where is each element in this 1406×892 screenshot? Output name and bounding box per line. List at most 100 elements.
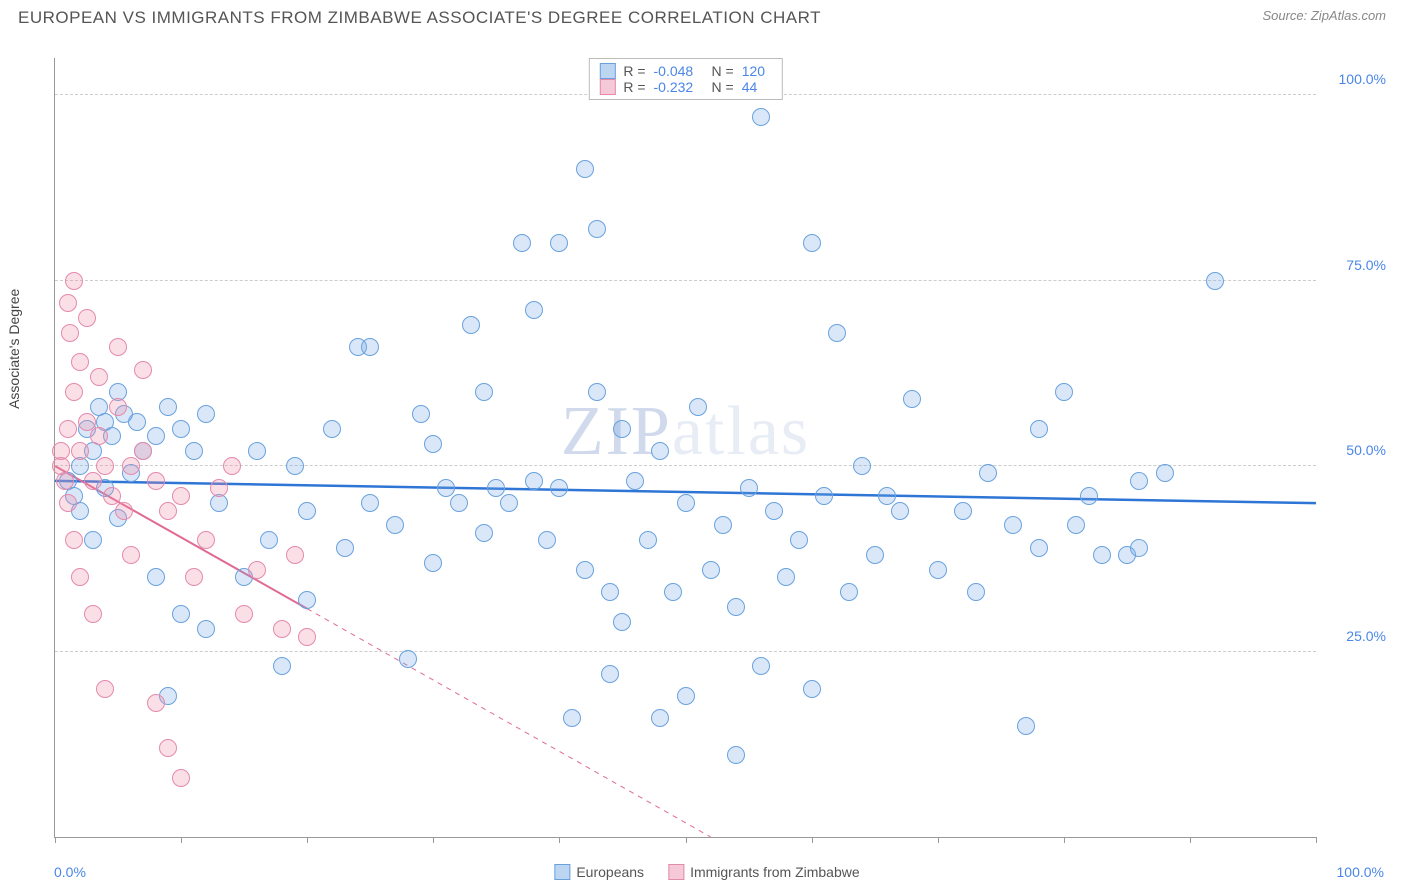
data-point	[967, 583, 985, 601]
correlation-row: R =-0.048N =120	[599, 63, 771, 79]
data-point	[185, 442, 203, 460]
data-point	[525, 301, 543, 319]
data-point	[727, 598, 745, 616]
data-point	[866, 546, 884, 564]
legend-swatch	[554, 864, 570, 880]
x-tick	[938, 837, 939, 843]
legend-label: Europeans	[576, 864, 644, 880]
data-point	[626, 472, 644, 490]
y-tick-label: 75.0%	[1346, 257, 1386, 273]
data-point	[159, 739, 177, 757]
data-point	[84, 605, 102, 623]
data-point	[929, 561, 947, 579]
data-point	[979, 464, 997, 482]
x-axis-max-label: 100.0%	[1337, 864, 1384, 880]
data-point	[475, 524, 493, 542]
data-point	[513, 234, 531, 252]
data-point	[777, 568, 795, 586]
data-point	[65, 383, 83, 401]
x-tick	[307, 837, 308, 843]
data-point	[651, 442, 669, 460]
x-tick	[55, 837, 56, 843]
data-point	[500, 494, 518, 512]
data-point	[1130, 539, 1148, 557]
y-tick-label: 100.0%	[1339, 71, 1386, 87]
data-point	[273, 657, 291, 675]
data-point	[601, 665, 619, 683]
data-point	[840, 583, 858, 601]
data-point	[399, 650, 417, 668]
data-point	[273, 620, 291, 638]
plot-area: ZIPatlas R =-0.048N =120R =-0.232N =44 2…	[54, 58, 1316, 838]
data-point	[677, 494, 695, 512]
data-point	[903, 390, 921, 408]
data-point	[815, 487, 833, 505]
legend-item: Europeans	[554, 864, 644, 880]
data-point	[61, 324, 79, 342]
data-point	[71, 568, 89, 586]
data-point	[56, 472, 74, 490]
data-point	[59, 494, 77, 512]
data-point	[286, 546, 304, 564]
data-point	[803, 234, 821, 252]
data-point	[538, 531, 556, 549]
data-point	[128, 413, 146, 431]
data-point	[563, 709, 581, 727]
data-point	[298, 591, 316, 609]
data-point	[475, 383, 493, 401]
data-point	[1156, 464, 1174, 482]
data-point	[122, 457, 140, 475]
data-point	[96, 680, 114, 698]
r-value: -0.232	[654, 79, 704, 95]
data-point	[689, 398, 707, 416]
data-point	[550, 479, 568, 497]
data-point	[197, 405, 215, 423]
data-point	[1055, 383, 1073, 401]
data-point	[109, 338, 127, 356]
data-point	[248, 561, 266, 579]
data-point	[1004, 516, 1022, 534]
data-point	[172, 769, 190, 787]
data-point	[412, 405, 430, 423]
data-point	[765, 502, 783, 520]
data-point	[1030, 539, 1048, 557]
data-point	[664, 583, 682, 601]
data-point	[109, 398, 127, 416]
legend-item: Immigrants from Zimbabwe	[668, 864, 860, 880]
data-point	[714, 516, 732, 534]
gridline	[55, 465, 1316, 466]
data-point	[134, 442, 152, 460]
data-point	[954, 502, 972, 520]
data-point	[1030, 420, 1048, 438]
data-point	[613, 613, 631, 631]
x-tick	[686, 837, 687, 843]
data-point	[1093, 546, 1111, 564]
data-point	[677, 687, 695, 705]
data-point	[601, 583, 619, 601]
x-tick	[181, 837, 182, 843]
data-point	[197, 531, 215, 549]
data-point	[90, 427, 108, 445]
source-credit: Source: ZipAtlas.com	[1262, 8, 1386, 23]
data-point	[1206, 272, 1224, 290]
data-point	[248, 442, 266, 460]
data-point	[286, 457, 304, 475]
data-point	[487, 479, 505, 497]
x-tick	[1316, 837, 1317, 843]
data-point	[790, 531, 808, 549]
data-point	[588, 220, 606, 238]
data-point	[1080, 487, 1098, 505]
data-point	[424, 554, 442, 572]
data-point	[576, 561, 594, 579]
n-label: N =	[712, 79, 734, 95]
data-point	[298, 502, 316, 520]
data-point	[122, 546, 140, 564]
correlation-legend: R =-0.048N =120R =-0.232N =44	[588, 58, 782, 100]
data-point	[424, 435, 442, 453]
data-point	[59, 294, 77, 312]
data-point	[878, 487, 896, 505]
data-point	[172, 420, 190, 438]
data-point	[1130, 472, 1148, 490]
data-point	[588, 383, 606, 401]
n-label: N =	[712, 63, 734, 79]
